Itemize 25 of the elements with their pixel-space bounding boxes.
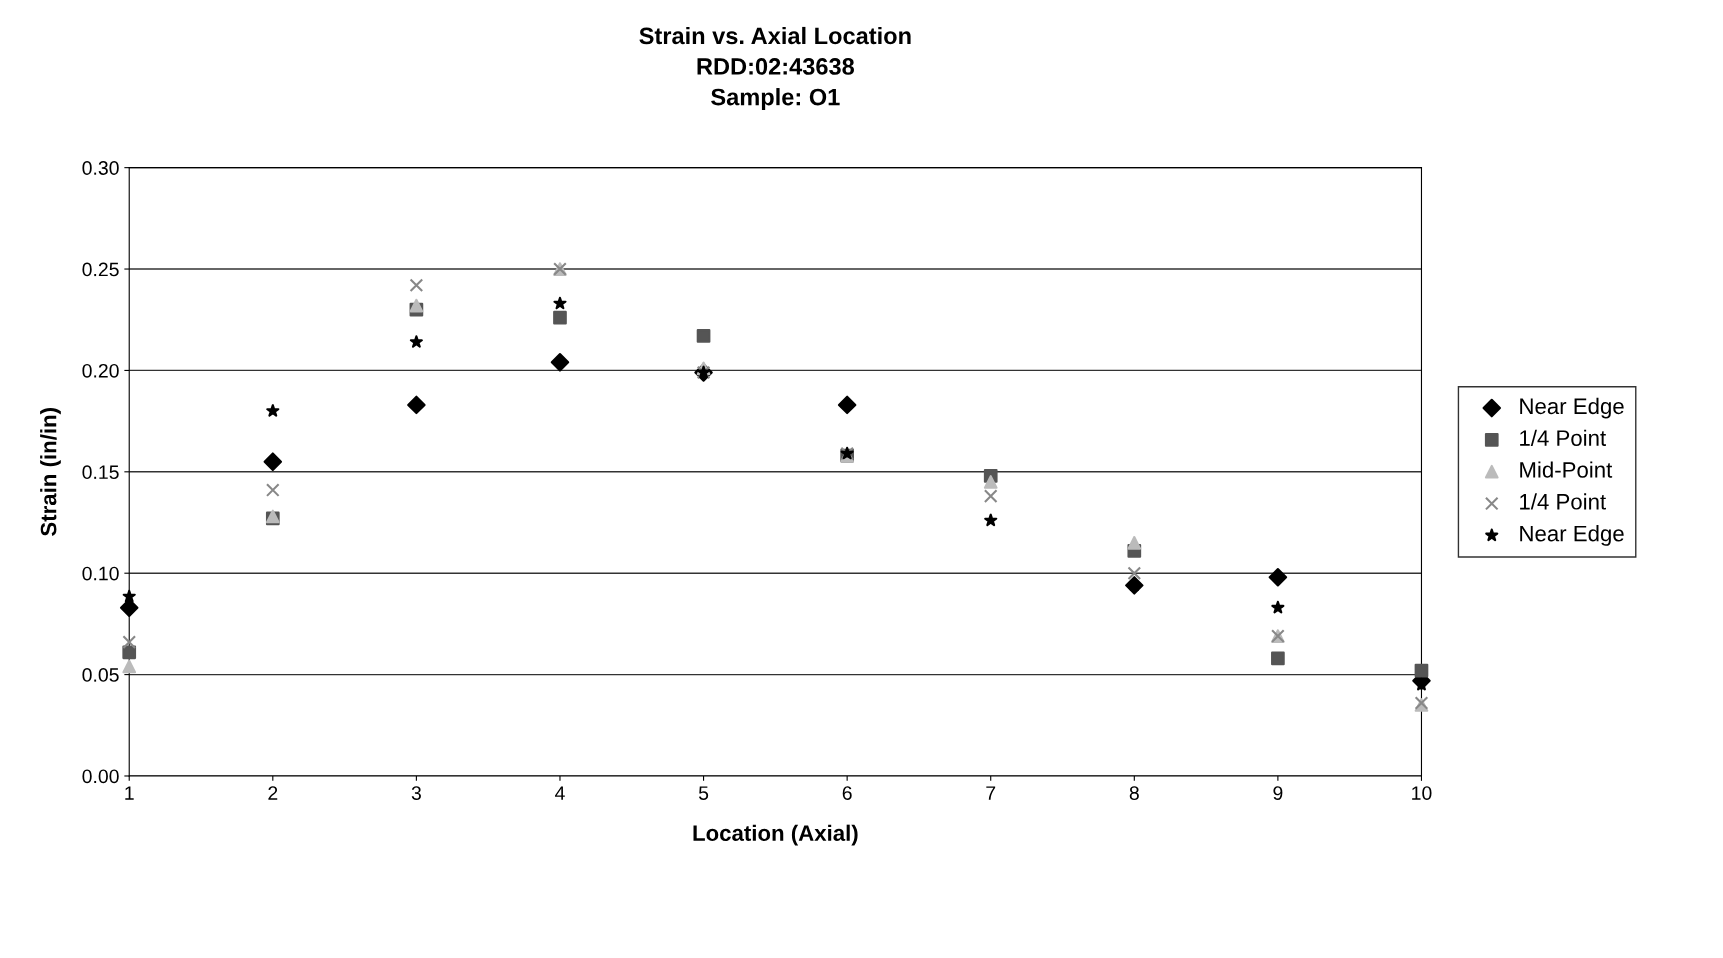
legend-label: Near Edge (1520, 397, 1624, 419)
legend-label: Near Edge (1520, 525, 1624, 546)
legend-label: 1/4 Point (1520, 493, 1606, 510)
x-tick-label: 2 (268, 786, 278, 800)
x-tick-label: 8 (1129, 786, 1139, 800)
x-tick-label: 1 (125, 786, 134, 800)
x-tick-label: 6 (842, 786, 852, 800)
y-tick-label: 0.00 (82, 769, 119, 784)
chart-title: Strain vs. Axial Location RDD:02:43638 Sample: O1 (639, 26, 911, 111)
y-axis-title: Strain (in/in) (40, 408, 61, 536)
y-tick-label: 0.25 (82, 262, 119, 277)
y-tick-label: 0.15 (82, 465, 119, 480)
y-tick-label: 0.05 (82, 668, 119, 682)
x-axis-title: Location (Axial) (693, 824, 858, 846)
x-tick-label: 9 (1273, 786, 1283, 800)
x-tick-label: 4 (555, 786, 565, 800)
x-tick-label: 5 (698, 786, 709, 800)
y-tick-label: 0.10 (82, 566, 119, 581)
legend-label: 1/4 Point (1520, 429, 1606, 446)
y-tick-label: 0.20 (82, 363, 119, 378)
y-tick-label: 0.30 (82, 161, 119, 175)
x-tick-label: 7 (986, 786, 996, 800)
x-tick-label: 10 (1412, 786, 1432, 800)
legend-label: Mid-Point (1520, 461, 1613, 478)
x-tick-label: 3 (411, 786, 421, 800)
